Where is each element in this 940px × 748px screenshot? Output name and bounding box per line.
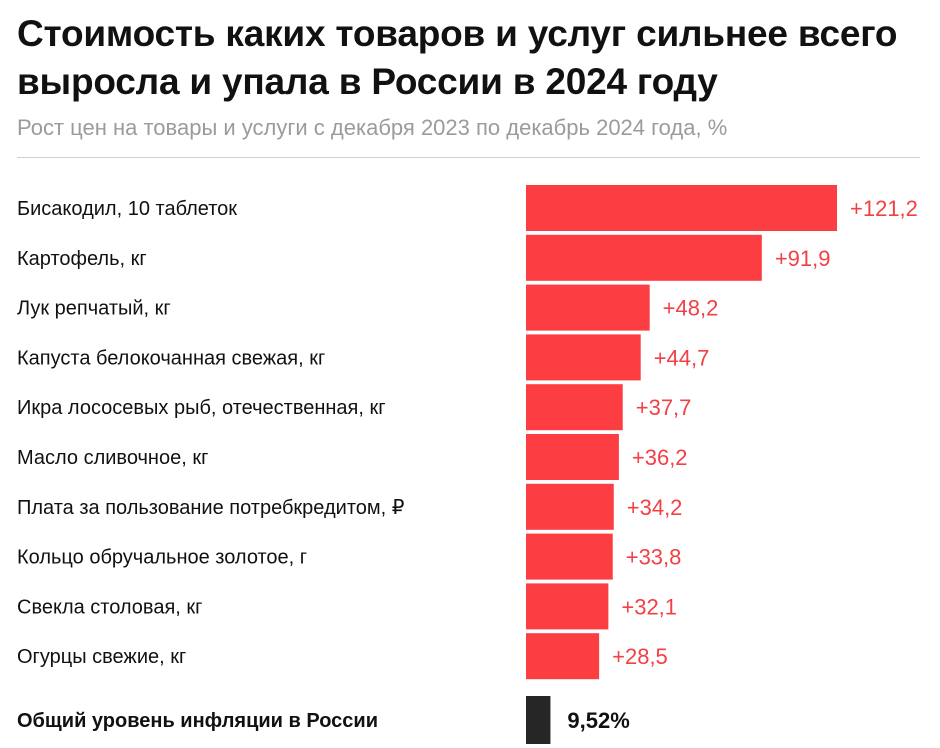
category-label: Бисакодил, 10 таблеток <box>17 198 237 220</box>
bar <box>526 633 600 680</box>
category-label: Лук репчатый, кг <box>17 298 171 320</box>
value-label: +28,5 <box>612 644 668 669</box>
value-label: +32,1 <box>621 594 677 619</box>
bar <box>526 533 613 580</box>
category-label: Икра лососевых рыб, отечественная, кг <box>17 397 386 419</box>
bar <box>526 284 650 331</box>
value-label: +91,9 <box>775 246 831 271</box>
category-label: Капуста белокочанная свежая, кг <box>17 347 325 369</box>
category-label: Кольцо обручальное золотое, г <box>17 547 307 569</box>
chart-title: Стоимость каких товаров и услуг сильнее … <box>17 13 898 102</box>
bar <box>526 483 614 530</box>
value-label: +37,7 <box>636 395 692 420</box>
value-label: +33,8 <box>626 545 682 570</box>
bar <box>526 434 619 480</box>
category-label: Огурцы свежие, кг <box>17 646 186 668</box>
category-label: Свекла столовая, кг <box>17 596 202 618</box>
value-label: +36,2 <box>632 445 688 470</box>
header-divider <box>17 157 920 158</box>
bar <box>526 234 762 281</box>
category-label: Масло сливочное, кг <box>17 447 208 469</box>
value-label: +44,7 <box>654 345 710 370</box>
bar <box>526 583 609 630</box>
value-label: +121,2 <box>850 196 918 221</box>
bar <box>526 384 623 431</box>
total-value-label: 9,52% <box>567 708 629 733</box>
value-label: +48,2 <box>663 296 719 321</box>
chart-subtitle: Рост цен на товары и услуги с декабря 20… <box>17 115 728 140</box>
total-bar <box>526 696 551 744</box>
total-label: Общий уровень инфляции в России <box>17 710 378 732</box>
value-label: +34,2 <box>627 495 683 520</box>
bar <box>526 334 641 381</box>
category-label: Плата за пользование потребкредитом, ₽ <box>17 497 405 519</box>
bar <box>526 185 837 231</box>
category-label: Картофель, кг <box>17 248 147 270</box>
